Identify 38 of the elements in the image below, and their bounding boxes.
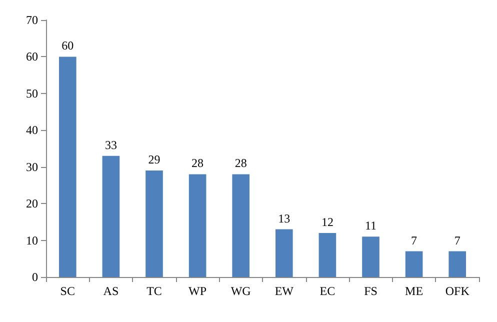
bar bbox=[146, 170, 163, 277]
y-tick-label: 10 bbox=[26, 233, 38, 248]
bar bbox=[275, 229, 293, 277]
bar bbox=[102, 156, 120, 277]
x-tick-label: WP bbox=[188, 284, 207, 298]
x-tick-label: ME bbox=[405, 284, 424, 298]
data-label: 33 bbox=[104, 138, 117, 152]
x-tick-label: WG bbox=[230, 284, 252, 298]
bar bbox=[362, 236, 380, 277]
data-label: 28 bbox=[234, 156, 247, 170]
data-label: 7 bbox=[454, 233, 460, 248]
y-tick-label: 60 bbox=[26, 50, 38, 64]
y-tick-label: 40 bbox=[26, 123, 38, 138]
bar bbox=[232, 174, 250, 277]
bar bbox=[318, 232, 336, 277]
data-label: 12 bbox=[321, 214, 334, 229]
x-tick-label: FS bbox=[364, 284, 378, 298]
data-label: 29 bbox=[148, 152, 160, 167]
x-tick-label: EW bbox=[274, 284, 294, 298]
data-label: 60 bbox=[62, 38, 74, 53]
bar bbox=[58, 56, 76, 277]
y-tick-label: 20 bbox=[26, 196, 38, 211]
y-tick-label: 0 bbox=[32, 270, 38, 284]
data-label: 13 bbox=[278, 211, 290, 226]
x-tick-label: OFK bbox=[445, 284, 470, 298]
x-tick-label: SC bbox=[60, 284, 75, 298]
y-tick-label: 70 bbox=[26, 13, 38, 27]
bar bbox=[188, 174, 206, 277]
x-tick-label: TC bbox=[146, 284, 162, 298]
y-tick-label: 30 bbox=[26, 160, 38, 174]
x-tick-label: AS bbox=[103, 284, 119, 298]
data-label: 11 bbox=[364, 218, 377, 233]
data-label: 28 bbox=[192, 156, 204, 170]
data-label: 7 bbox=[411, 233, 418, 248]
bar bbox=[405, 251, 423, 277]
bar bbox=[448, 251, 466, 277]
x-tick-label: EC bbox=[320, 284, 336, 298]
y-tick-label: 50 bbox=[26, 86, 38, 100]
